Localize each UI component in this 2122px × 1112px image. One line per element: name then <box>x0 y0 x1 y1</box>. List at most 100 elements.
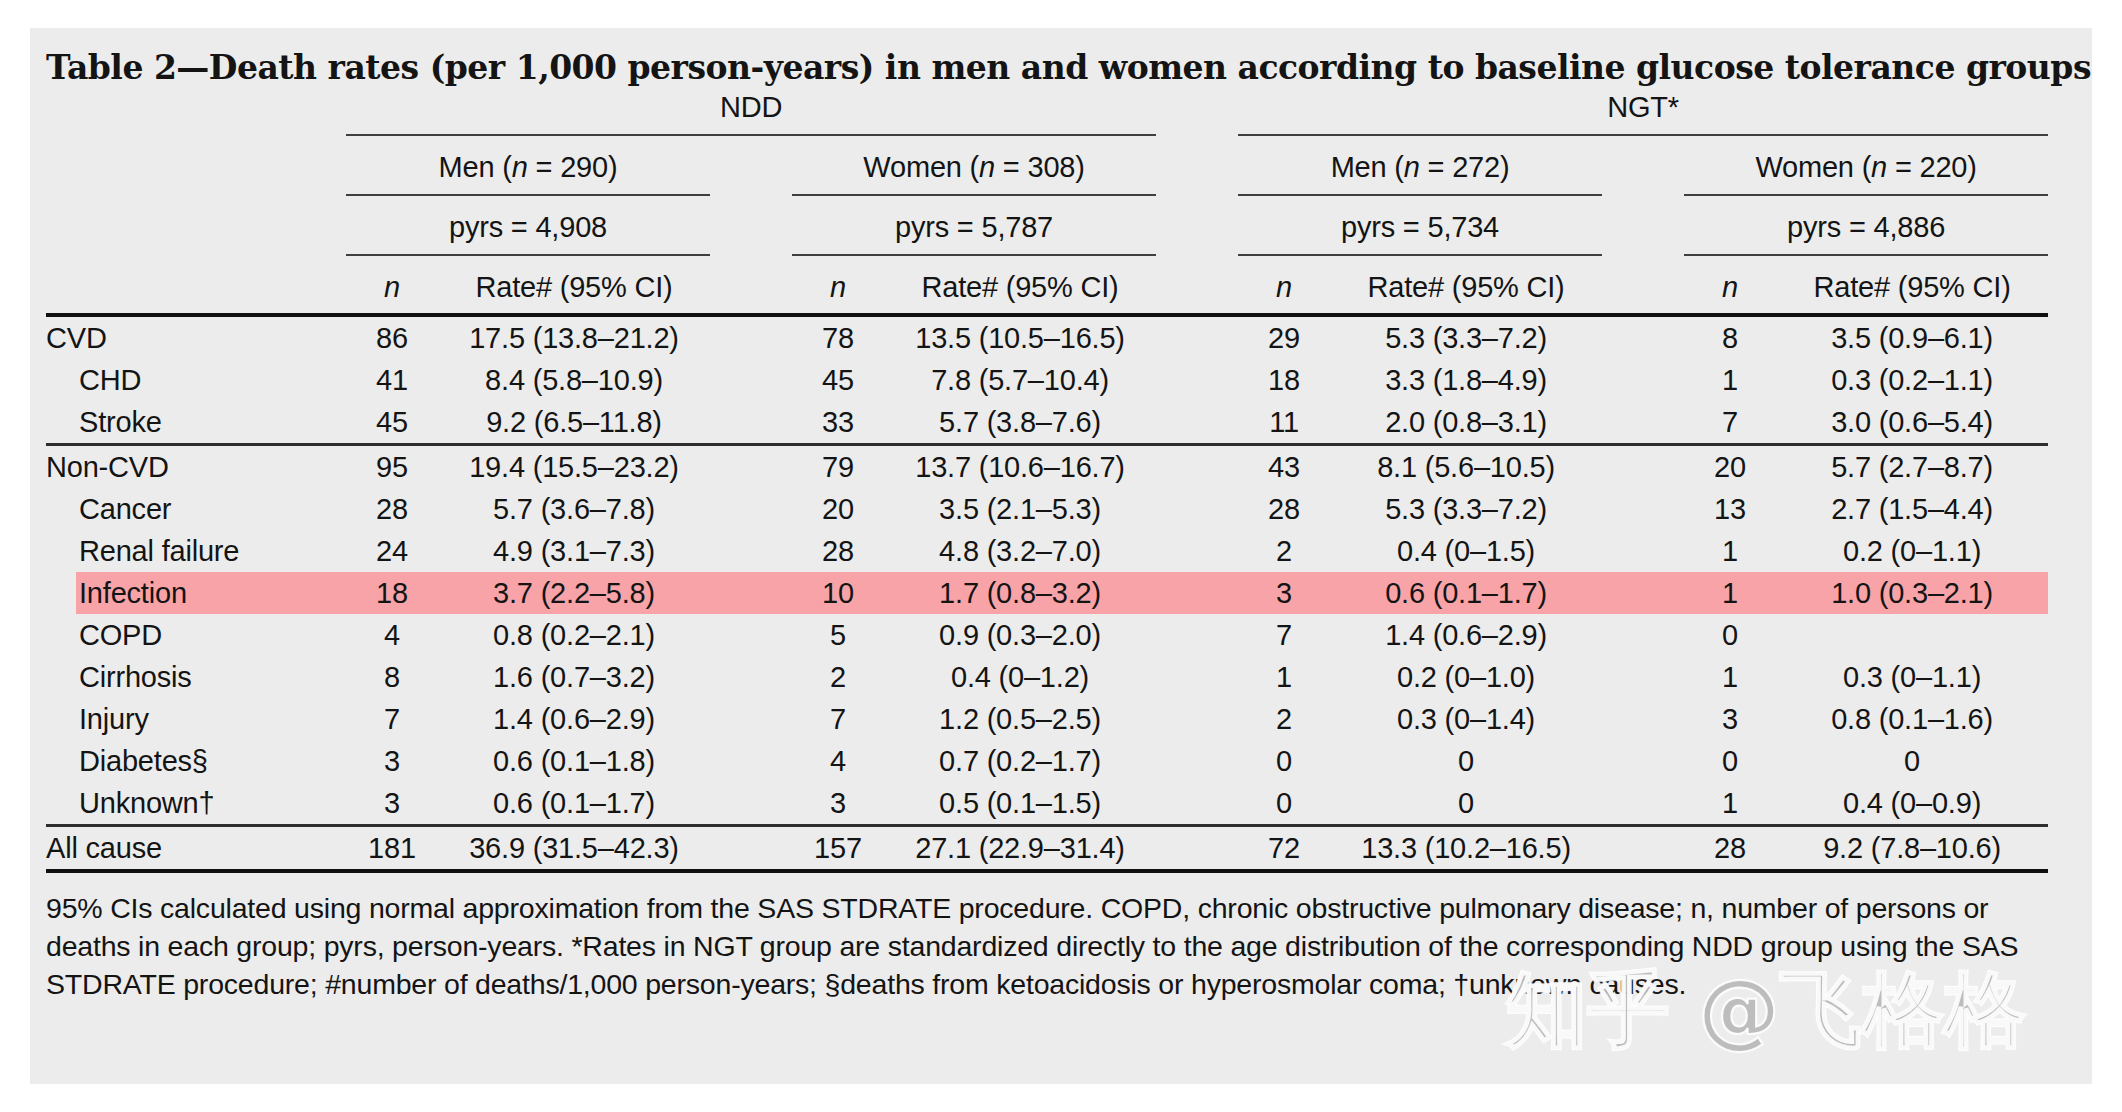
column-gap <box>1156 488 1238 530</box>
rate-value: 5.3 (3.3–7.2) <box>1330 315 1602 359</box>
table-row-cvd: CVD8617.5 (13.8–21.2)7813.5 (10.5–16.5)2… <box>46 315 2048 359</box>
n-column-header-2: n <box>1238 256 1330 315</box>
n-value: 28 <box>1238 488 1330 530</box>
column-gap <box>710 826 792 872</box>
rate-value: 0.9 (0.3–2.0) <box>884 614 1156 656</box>
column-gap <box>710 359 792 401</box>
rate-value: 0.4 (0–0.9) <box>1776 782 2048 826</box>
rate-value: 13.7 (10.6–16.7) <box>884 445 1156 489</box>
group-underline: NDD <box>346 91 1156 136</box>
cohort-label-n-italic: n <box>979 151 995 183</box>
n-value: 7 <box>1238 614 1330 656</box>
subgroup-gap <box>710 196 792 256</box>
n-value: 181 <box>346 826 438 872</box>
n-column-header-1: n <box>792 256 884 315</box>
rate-value: 17.5 (13.8–21.2) <box>438 315 710 359</box>
table-row-all-cause: All cause18136.9 (31.5–42.3)15727.1 (22.… <box>46 826 2048 872</box>
table-row-injury: Injury71.4 (0.6–2.9)71.2 (0.5–2.5)20.3 (… <box>46 698 2048 740</box>
subgroup-underline: Men (n = 290) <box>346 151 710 196</box>
rate-value: 9.2 (6.5–11.8) <box>438 401 710 445</box>
column-gap <box>710 614 792 656</box>
rate-value: 0.2 (0–1.1) <box>1776 530 2048 572</box>
n-value: 7 <box>346 698 438 740</box>
column-gap <box>1156 826 1238 872</box>
pyrs-label: pyrs = 5,787 <box>895 211 1053 243</box>
column-gap <box>1156 530 1238 572</box>
rate-value: 5.7 (3.8–7.6) <box>884 401 1156 445</box>
n-value: 18 <box>1238 359 1330 401</box>
rate-value: 2.0 (0.8–3.1) <box>1330 401 1602 445</box>
table-row-cirrhosis: Cirrhosis81.6 (0.7–3.2)20.4 (0–1.2)10.2 … <box>46 656 2048 698</box>
column-gap <box>710 782 792 826</box>
column-gap <box>1156 315 1238 359</box>
rate-value: 0.6 (0.1–1.7) <box>1330 572 1602 614</box>
column-gap <box>1156 445 1238 489</box>
pyrs-header-row-cell-2: pyrs = 5,734 <box>1238 196 1602 256</box>
n-value: 43 <box>1238 445 1330 489</box>
n-value: 1 <box>1238 656 1330 698</box>
n-value: 13 <box>1684 488 1776 530</box>
column-gap <box>710 315 792 359</box>
rate-value: 1.4 (0.6–2.9) <box>438 698 710 740</box>
n-value: 86 <box>346 315 438 359</box>
rate-value: 0.5 (0.1–1.5) <box>884 782 1156 826</box>
rate-column-header-1: Rate# (95% CI) <box>884 256 1156 315</box>
cause-label: Cancer <box>46 488 346 530</box>
column-gap <box>1602 826 1684 872</box>
rate-value: 0.3 (0.2–1.1) <box>1776 359 2048 401</box>
rate-value: 1.0 (0.3–2.1) <box>1776 572 2048 614</box>
rate-value: 4.8 (3.2–7.0) <box>884 530 1156 572</box>
rate-value: 1.2 (0.5–2.5) <box>884 698 1156 740</box>
cause-label: Cirrhosis <box>46 656 346 698</box>
rate-value: 0 <box>1776 740 2048 782</box>
pyrs-header-row-cell-3: pyrs = 4,886 <box>1684 196 2048 256</box>
n-value: 0 <box>1238 740 1330 782</box>
subgroup-underline: pyrs = 4,886 <box>1684 211 2048 256</box>
n-value: 41 <box>346 359 438 401</box>
n-value: 8 <box>1684 315 1776 359</box>
corner-cell <box>46 89 346 136</box>
rate-column-header-0: Rate# (95% CI) <box>438 256 710 315</box>
rate-value: 3.7 (2.2–5.8) <box>438 572 710 614</box>
group-header-ndd: NDD <box>346 89 1156 136</box>
column-gap <box>1602 572 1684 614</box>
n-value: 0 <box>1684 614 1776 656</box>
cohort-label-prefix: Men ( <box>1331 151 1404 183</box>
column-gap <box>1156 572 1238 614</box>
pyrs-label: pyrs = 4,908 <box>449 211 607 243</box>
group-underline: NGT* <box>1238 91 2048 136</box>
column-gap <box>710 401 792 445</box>
n-value: 45 <box>346 401 438 445</box>
pyrs-header-row: pyrs = 4,908 pyrs = 5,787 pyrs = 5,734 pyrs… <box>46 196 2048 256</box>
cause-label: CVD <box>46 315 346 359</box>
n-value: 0 <box>1684 740 1776 782</box>
rate-value: 0.8 (0.1–1.6) <box>1776 698 2048 740</box>
n-value: 20 <box>1684 445 1776 489</box>
group-gap <box>1156 89 1238 136</box>
cohort-label-n-italic: n <box>512 151 528 183</box>
subgroup-gap <box>1602 136 1684 196</box>
n-value: 4 <box>792 740 884 782</box>
cohort-label-suffix: = 272) <box>1420 151 1510 183</box>
column-gap <box>710 488 792 530</box>
column-gap <box>1156 782 1238 826</box>
cohort-header-row-cell-1: Women (n = 308) <box>792 136 1156 196</box>
cohort-label-n-italic: n <box>1404 151 1420 183</box>
subgroup-underline: Women (n = 308) <box>792 151 1156 196</box>
rate-value: 3.5 (0.9–6.1) <box>1776 315 2048 359</box>
column-gap <box>1156 359 1238 401</box>
table-footnote: 95% CIs calculated using normal approxim… <box>46 889 2056 1003</box>
n-value: 33 <box>792 401 884 445</box>
rate-value: 5.3 (3.3–7.2) <box>1330 488 1602 530</box>
n-value: 1 <box>1684 359 1776 401</box>
n-value: 1 <box>1684 530 1776 572</box>
cohort-header-row: Men (n = 290)Women (n = 308)Men (n = 272… <box>46 136 2048 196</box>
group-header-row: NDD NGT* <box>46 89 2048 136</box>
subgroup-underline: pyrs = 5,787 <box>792 211 1156 256</box>
rate-column-header-3: Rate# (95% CI) <box>1776 256 2048 315</box>
table-row-infection: Infection183.7 (2.2–5.8)101.7 (0.8–3.2)3… <box>46 572 2048 614</box>
n-value: 7 <box>792 698 884 740</box>
column-gap <box>1156 698 1238 740</box>
n-value: 11 <box>1238 401 1330 445</box>
rate-value: 3.3 (1.8–4.9) <box>1330 359 1602 401</box>
